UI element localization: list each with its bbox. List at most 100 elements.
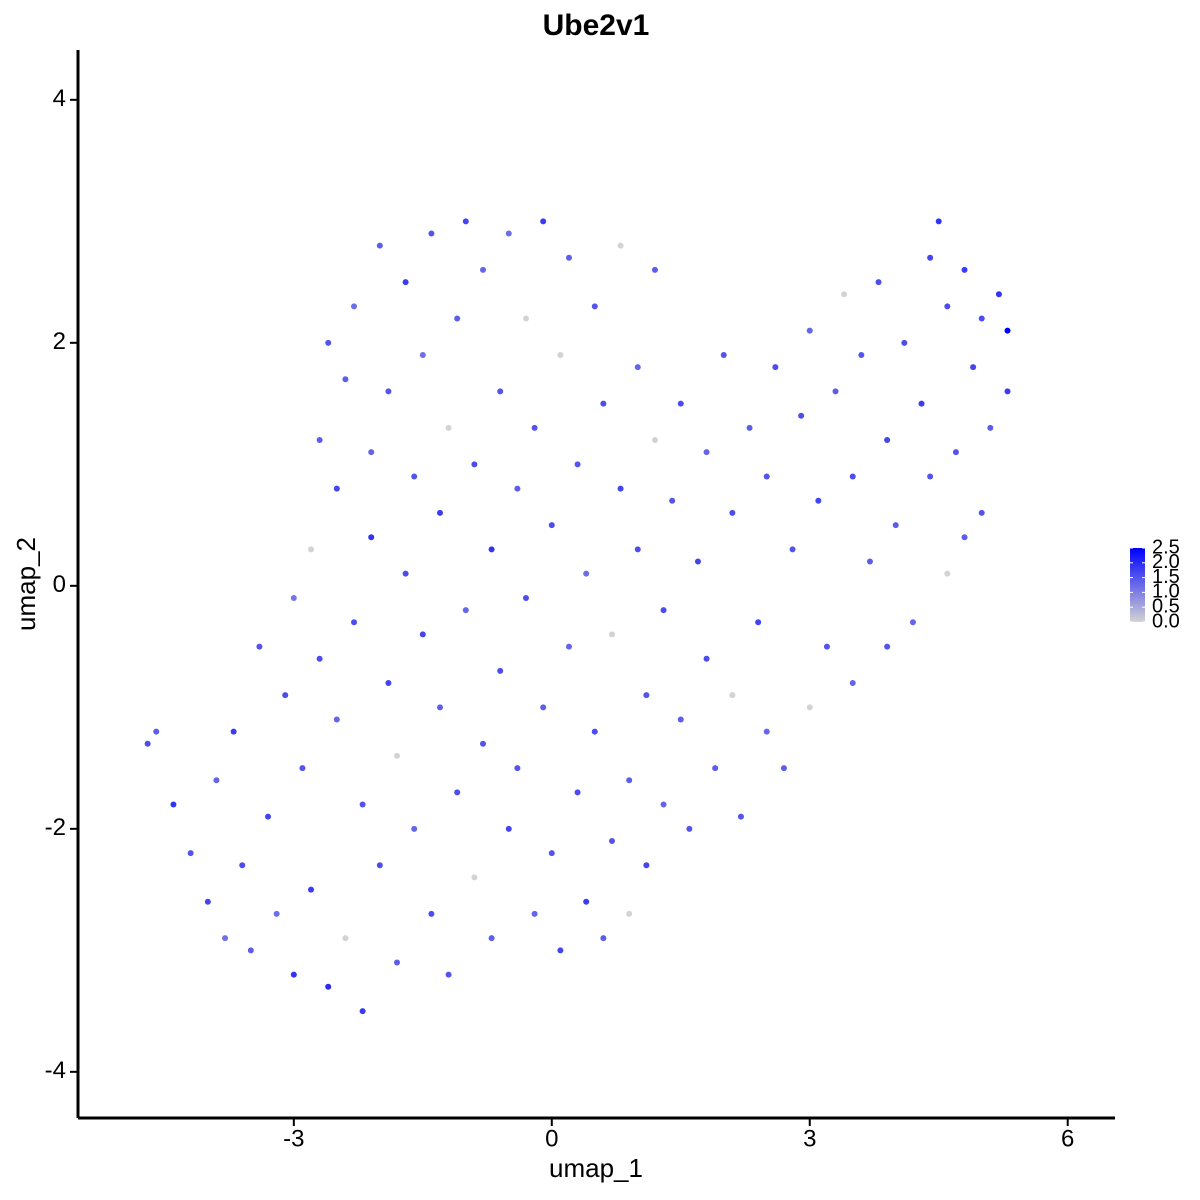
colorbar-label: 2.5 — [1152, 536, 1180, 558]
point — [772, 364, 779, 371]
point — [488, 546, 495, 553]
point — [419, 631, 426, 638]
point — [849, 680, 856, 687]
point — [290, 594, 297, 601]
point — [634, 364, 641, 371]
point — [634, 546, 641, 553]
point — [961, 534, 968, 541]
point — [265, 813, 272, 820]
point — [454, 789, 461, 796]
point — [333, 716, 340, 723]
point — [849, 473, 856, 480]
point — [153, 728, 160, 735]
point — [574, 789, 581, 796]
point — [1004, 388, 1011, 395]
point — [316, 437, 323, 444]
point — [703, 655, 710, 662]
point — [651, 437, 658, 444]
point — [608, 837, 615, 844]
point — [308, 546, 315, 553]
point — [608, 631, 615, 638]
point — [858, 351, 865, 358]
point — [763, 728, 770, 735]
point — [428, 230, 435, 237]
point — [583, 570, 590, 577]
point — [497, 388, 504, 395]
point — [351, 303, 358, 310]
point — [454, 315, 461, 322]
point — [686, 825, 693, 832]
point — [694, 558, 701, 565]
point — [342, 376, 349, 383]
point — [531, 910, 538, 917]
point — [892, 522, 899, 529]
point — [557, 947, 564, 954]
point — [643, 692, 650, 699]
point — [789, 546, 796, 553]
point — [918, 400, 925, 407]
point — [247, 947, 254, 954]
point — [437, 509, 444, 516]
point — [806, 327, 813, 334]
point — [944, 570, 951, 577]
point — [626, 910, 633, 917]
point — [342, 935, 349, 942]
x-axis-label: umap_1 — [549, 1153, 643, 1183]
point — [376, 862, 383, 869]
point — [514, 485, 521, 492]
point — [402, 279, 409, 286]
point — [866, 558, 873, 565]
points — [144, 218, 1011, 1015]
y-tick-label: 2 — [53, 328, 66, 355]
point — [729, 692, 736, 699]
colorbar-label: 0.5 — [1152, 595, 1180, 617]
point — [531, 424, 538, 431]
point — [565, 643, 572, 650]
point — [540, 704, 547, 711]
y-axis-label: umap_2 — [11, 537, 41, 631]
point — [875, 279, 882, 286]
point — [978, 315, 985, 322]
colorbar-label: 1.0 — [1152, 581, 1180, 603]
point — [497, 667, 504, 674]
point — [385, 388, 392, 395]
point — [187, 850, 194, 857]
y-tick-label: -4 — [45, 1057, 66, 1084]
point — [660, 607, 667, 614]
point — [798, 412, 805, 419]
point — [316, 655, 323, 662]
point — [394, 752, 401, 759]
point — [651, 266, 658, 273]
point — [591, 728, 598, 735]
point — [437, 704, 444, 711]
point — [995, 291, 1002, 298]
point — [488, 935, 495, 942]
point — [368, 449, 375, 456]
colorbar-label: 2.0 — [1152, 551, 1180, 573]
point — [282, 692, 289, 699]
point — [144, 740, 151, 747]
point — [737, 813, 744, 820]
point — [299, 765, 306, 772]
point — [256, 643, 263, 650]
point — [909, 619, 916, 626]
point — [522, 594, 529, 601]
point — [411, 825, 418, 832]
point — [402, 570, 409, 577]
x-tick-label: 6 — [1061, 1125, 1074, 1152]
point — [970, 364, 977, 371]
colorbar-label: 1.5 — [1152, 566, 1180, 588]
point — [927, 254, 934, 261]
x-tick-label: -3 — [283, 1125, 304, 1152]
point — [548, 850, 555, 857]
point — [462, 218, 469, 225]
point — [462, 607, 469, 614]
point — [170, 801, 177, 808]
point — [712, 765, 719, 772]
point — [677, 400, 684, 407]
point — [806, 704, 813, 711]
point — [290, 971, 297, 978]
y-tick-label: 0 — [53, 571, 66, 598]
point — [626, 777, 633, 784]
point — [325, 339, 332, 346]
